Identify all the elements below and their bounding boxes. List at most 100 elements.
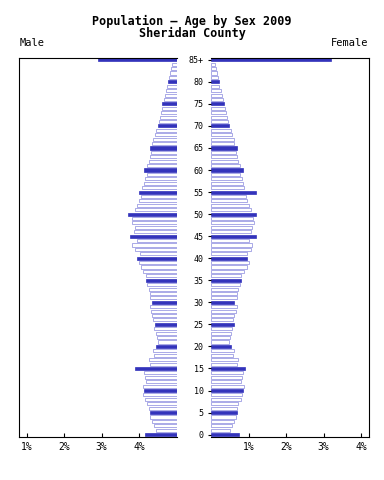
Bar	[137, 257, 177, 260]
Bar	[136, 208, 177, 211]
Bar	[143, 394, 177, 396]
Bar	[211, 380, 241, 383]
Bar	[130, 235, 177, 238]
Bar	[155, 133, 177, 136]
Bar	[211, 394, 242, 396]
Bar	[171, 67, 177, 70]
Bar	[166, 89, 177, 92]
Bar	[150, 292, 177, 295]
Bar	[211, 230, 250, 233]
Bar	[211, 160, 238, 163]
Bar	[143, 270, 177, 273]
Bar	[211, 63, 215, 66]
Bar	[211, 248, 250, 251]
Bar	[211, 376, 242, 379]
Bar	[141, 195, 177, 198]
Bar	[211, 314, 235, 317]
Text: Population — Age by Sex 2009: Population — Age by Sex 2009	[92, 15, 292, 28]
Bar	[151, 146, 177, 150]
Bar	[149, 288, 177, 290]
Bar	[211, 76, 218, 79]
Bar	[211, 151, 235, 154]
Bar	[147, 402, 177, 405]
Bar	[136, 367, 177, 370]
Bar	[155, 323, 177, 326]
Bar	[152, 301, 177, 304]
Bar	[211, 257, 247, 260]
Bar	[211, 429, 230, 432]
Bar	[211, 305, 237, 308]
Bar	[149, 358, 177, 361]
Bar	[211, 182, 243, 185]
Text: Female: Female	[331, 38, 369, 48]
Bar	[142, 186, 177, 189]
Bar	[165, 94, 177, 96]
Bar	[211, 204, 249, 207]
Bar	[153, 349, 177, 352]
Bar	[151, 305, 177, 308]
Bar	[211, 72, 217, 74]
Bar	[152, 420, 177, 423]
Bar	[134, 230, 177, 233]
Bar	[128, 213, 177, 216]
Bar	[151, 296, 177, 300]
Bar	[154, 354, 177, 357]
Bar	[151, 310, 177, 312]
Bar	[211, 279, 241, 282]
Bar	[132, 221, 177, 225]
Bar	[137, 239, 177, 242]
Bar	[98, 58, 177, 61]
Bar	[211, 129, 231, 132]
Bar	[211, 213, 256, 216]
Bar	[136, 226, 177, 229]
Bar	[211, 226, 252, 229]
Bar	[156, 345, 177, 348]
Bar	[211, 111, 226, 114]
Bar	[211, 102, 224, 106]
Bar	[211, 398, 241, 401]
Bar	[211, 389, 243, 392]
Bar	[164, 98, 177, 101]
Bar	[139, 191, 177, 193]
Bar	[154, 424, 177, 427]
Bar	[152, 142, 177, 145]
Bar	[211, 199, 247, 203]
Bar	[211, 332, 231, 335]
Bar	[211, 89, 220, 92]
Bar	[153, 138, 177, 141]
Bar	[211, 349, 234, 352]
Bar	[145, 398, 177, 401]
Bar	[211, 208, 250, 211]
Bar	[149, 160, 177, 163]
Bar	[211, 94, 222, 96]
Bar	[211, 261, 249, 264]
Bar	[145, 433, 177, 436]
Bar	[211, 168, 243, 171]
Bar	[211, 177, 242, 180]
Bar	[145, 376, 177, 379]
Bar	[150, 362, 177, 366]
Bar	[147, 164, 177, 167]
Bar	[211, 274, 241, 277]
Bar	[211, 195, 246, 198]
Bar	[156, 332, 177, 335]
Bar	[162, 107, 177, 110]
Bar	[150, 411, 177, 414]
Bar	[147, 173, 177, 176]
Bar	[211, 296, 237, 300]
Bar	[146, 380, 177, 383]
Bar	[172, 63, 177, 66]
Bar	[211, 301, 235, 304]
Bar	[151, 151, 177, 154]
Bar	[211, 358, 238, 361]
Bar	[211, 116, 227, 119]
Bar	[211, 362, 237, 366]
Bar	[141, 265, 177, 269]
Bar	[161, 111, 177, 114]
Bar	[211, 318, 233, 322]
Bar	[151, 415, 177, 419]
Bar	[211, 252, 247, 255]
Bar	[158, 340, 177, 344]
Bar	[211, 270, 244, 273]
Bar	[169, 80, 177, 84]
